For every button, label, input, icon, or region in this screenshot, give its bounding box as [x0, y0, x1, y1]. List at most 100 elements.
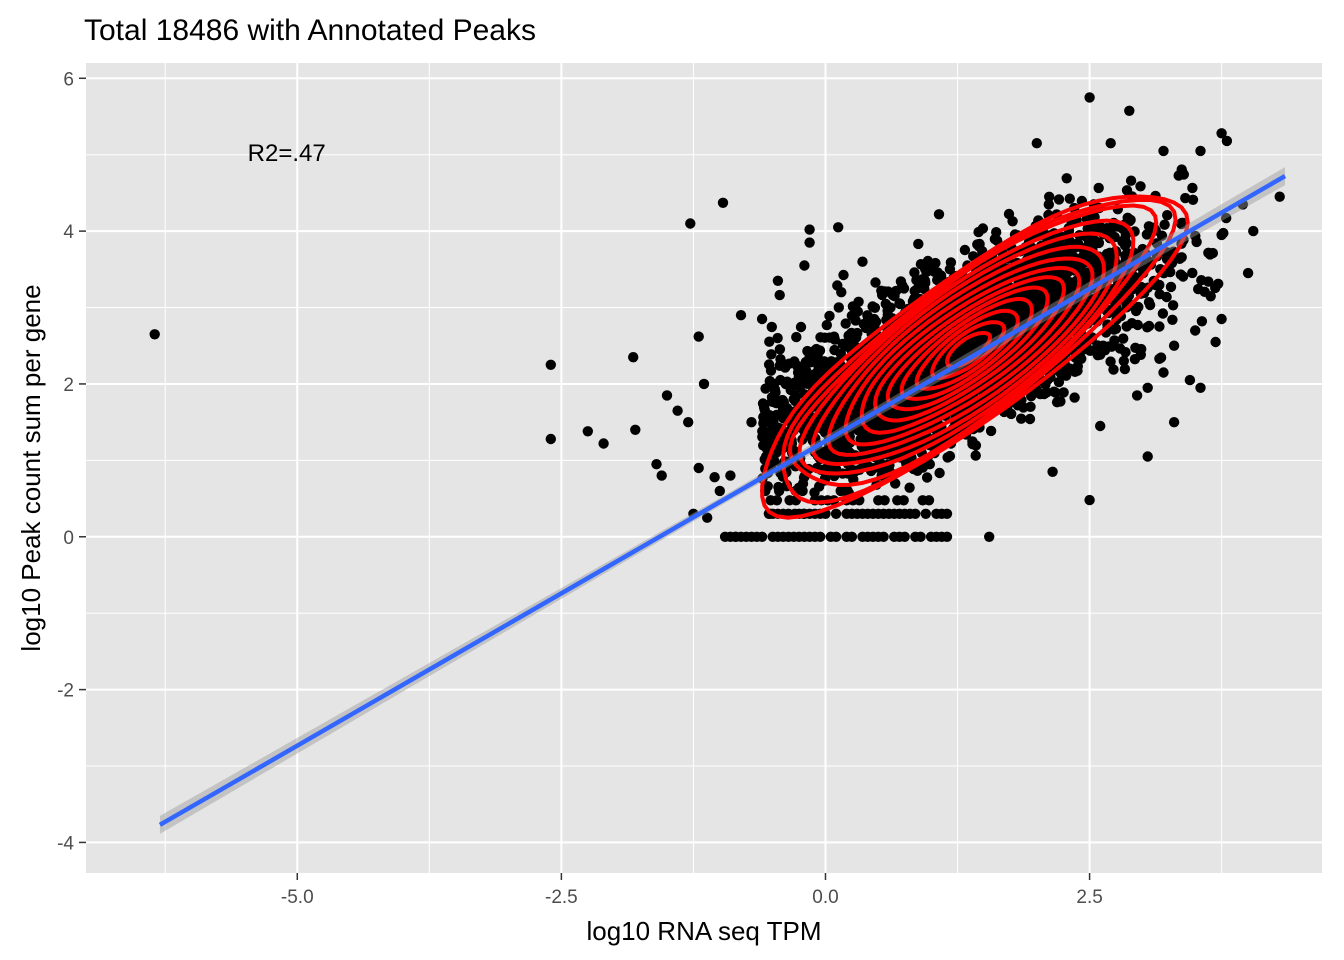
data-point: [984, 531, 995, 542]
data-point: [1076, 353, 1087, 364]
data-point: [1119, 363, 1131, 375]
data-point: [1095, 349, 1106, 360]
data-point: [879, 495, 890, 506]
data-point: [1196, 316, 1208, 327]
data-point: [870, 316, 882, 327]
data-point: [941, 531, 953, 542]
data-point: [725, 470, 736, 481]
data-point: [1069, 392, 1080, 403]
data-point: [904, 482, 915, 493]
data-point: [815, 332, 826, 343]
data-point: [857, 256, 868, 267]
data-point: [809, 487, 820, 498]
data-point: [934, 467, 945, 479]
data-point: [921, 472, 933, 483]
data-point: [1121, 185, 1133, 196]
data-point: [909, 285, 920, 297]
data-point: [1203, 247, 1214, 258]
data-point: [1124, 105, 1135, 117]
data-point: [766, 349, 777, 360]
data-point: [773, 485, 785, 497]
data-point: [1093, 237, 1105, 249]
data-point: [799, 260, 810, 271]
x-axis-title: log10 RNA seq TPM: [586, 916, 821, 946]
data-point: [1173, 170, 1184, 181]
data-point: [941, 508, 953, 519]
data-point: [1084, 494, 1095, 506]
y-tick-label: 2: [63, 375, 74, 396]
data-point: [1135, 181, 1146, 192]
data-point: [812, 349, 823, 361]
data-point: [910, 508, 921, 519]
data-point: [851, 328, 862, 339]
data-point: [1157, 308, 1169, 319]
data-point: [1006, 408, 1017, 420]
data-point: [683, 417, 694, 428]
data-point: [1184, 374, 1196, 386]
data-point: [598, 438, 609, 449]
data-point: [833, 222, 844, 233]
data-point: [756, 313, 768, 325]
y-tick-label: 0: [63, 528, 74, 549]
data-point: [758, 429, 769, 440]
data-point: [870, 277, 881, 288]
data-point: [714, 485, 725, 497]
data-point: [1072, 365, 1083, 376]
data-point: [771, 409, 782, 421]
data-point: [1154, 321, 1165, 332]
data-point: [815, 531, 826, 542]
data-point: [1043, 199, 1055, 210]
data-point: [930, 257, 941, 269]
data-point: [1216, 229, 1227, 241]
data-point: [630, 424, 641, 435]
data-point: [853, 296, 864, 307]
y-tick-label: -4: [57, 833, 74, 854]
data-point: [766, 321, 777, 333]
data-point: [1158, 145, 1169, 157]
chart-title: Total 18486 with Annotated Peaks: [84, 14, 536, 47]
data-point: [923, 495, 935, 506]
data-point: [698, 378, 710, 390]
data-point: [764, 336, 775, 347]
data-point: [791, 331, 802, 343]
data-point: [977, 223, 989, 234]
data-point: [830, 508, 842, 519]
data-point: [1210, 282, 1221, 294]
data-point: [765, 365, 777, 376]
data-point: [944, 264, 956, 275]
data-point: [1104, 247, 1116, 258]
data-point: [1044, 191, 1055, 202]
data-point: [1105, 138, 1116, 149]
data-point: [874, 419, 885, 431]
data-point: [1064, 193, 1076, 204]
data-point: [758, 440, 769, 451]
data-point: [685, 218, 696, 229]
data-point: [1221, 135, 1233, 147]
data-point: [1031, 138, 1043, 149]
data-point: [1155, 352, 1167, 363]
data-point: [1007, 216, 1018, 227]
data-point: [835, 348, 846, 359]
data-point: [1093, 182, 1104, 194]
data-point: [1180, 192, 1191, 204]
data-point: [933, 209, 945, 220]
data-point: [774, 344, 786, 355]
density-contour: [843, 256, 1095, 447]
data-point: [833, 302, 844, 313]
data-point: [913, 238, 924, 250]
data-point: [1130, 305, 1142, 317]
data-point: [1143, 297, 1155, 308]
data-point: [1221, 212, 1232, 224]
data-point: [1195, 382, 1206, 393]
data-point: [1142, 322, 1153, 333]
data-point: [795, 321, 807, 333]
data-point: [880, 298, 891, 310]
major-gridlines: [86, 63, 1322, 873]
data-point: [1105, 356, 1116, 367]
data-point: [1121, 321, 1132, 332]
data-point: [628, 352, 639, 363]
data-point: [1013, 304, 1024, 315]
data-point: [846, 531, 858, 542]
data-point: [771, 495, 783, 506]
axis-ticks: -5.0 -2.5 0.0 2.5 -4 -2 0 2 4 6: [57, 69, 1103, 908]
